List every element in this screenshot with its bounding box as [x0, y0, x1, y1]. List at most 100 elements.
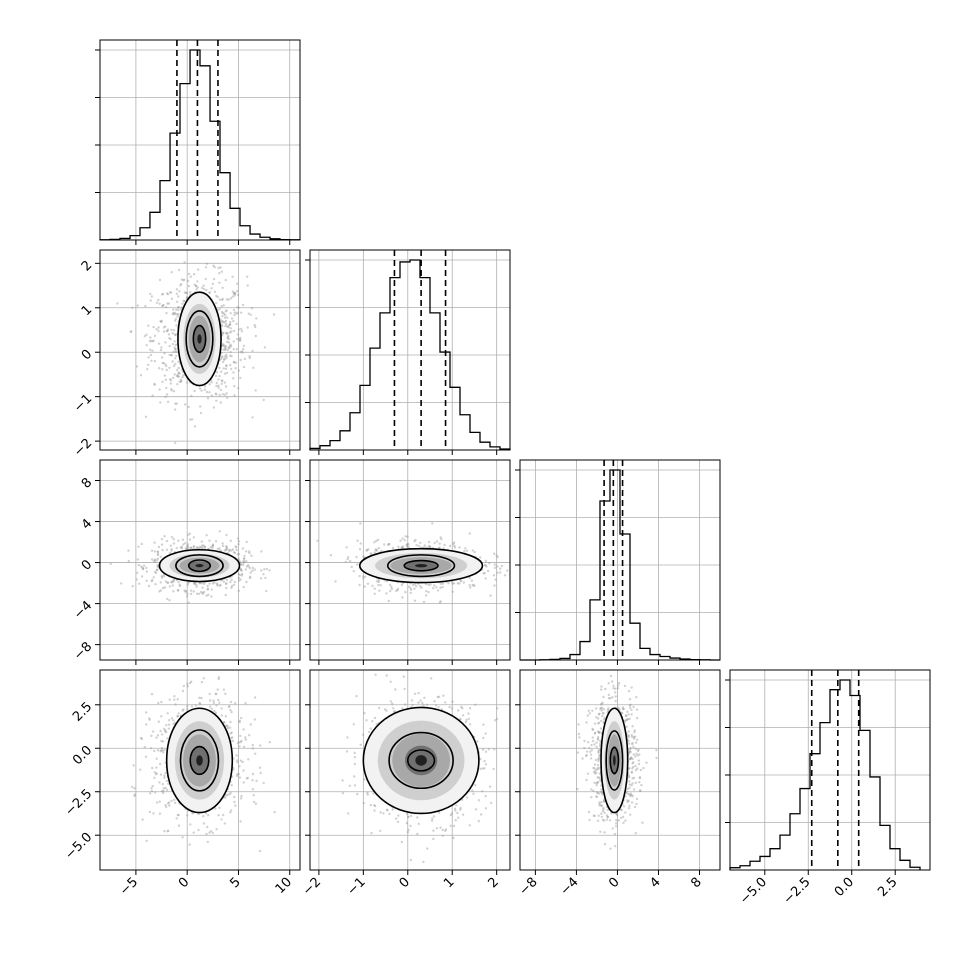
sample-point: [239, 797, 243, 800]
sample-point: [439, 582, 442, 585]
sample-point: [173, 346, 176, 349]
sample-point: [361, 733, 365, 736]
sample-point: [239, 567, 242, 570]
sample-point: [160, 346, 163, 349]
sample-point: [200, 590, 203, 594]
sample-point: [161, 304, 164, 308]
sample-point: [468, 723, 472, 726]
sample-point: [458, 546, 461, 549]
sample-point: [386, 808, 389, 812]
sample-point: [185, 381, 189, 384]
sample-point: [211, 544, 214, 548]
sample-point: [223, 355, 226, 358]
sample-point: [229, 791, 232, 794]
sample-point: [146, 368, 149, 371]
sample-point: [251, 772, 255, 776]
sample-point: [593, 767, 596, 770]
sample-point: [183, 291, 187, 294]
sample-point: [221, 332, 224, 335]
histogram-panel-4: [729, 669, 931, 871]
sample-point: [155, 328, 158, 331]
sample-point: [242, 347, 245, 351]
sample-point: [229, 700, 233, 704]
sample-point: [363, 778, 366, 781]
sample-point: [438, 546, 441, 549]
sample-point: [175, 300, 179, 303]
sample-point: [208, 291, 211, 294]
sample-point: [174, 703, 177, 706]
sample-point: [468, 707, 472, 710]
sample-point: [461, 707, 464, 710]
sample-point: [477, 799, 481, 802]
sample-point: [588, 712, 592, 715]
sample-point: [379, 829, 382, 832]
sample-point: [153, 360, 157, 363]
sample-point: [220, 298, 224, 302]
sample-point: [227, 346, 231, 349]
sample-point: [490, 801, 493, 805]
sample-point: [145, 711, 148, 714]
sample-point: [385, 674, 388, 677]
sample-point: [170, 271, 173, 274]
sample-point: [617, 706, 620, 709]
sample-point: [221, 379, 224, 383]
sample-point: [217, 698, 220, 702]
sample-point: [442, 694, 445, 697]
sample-point: [224, 319, 228, 323]
sample-point: [220, 305, 223, 308]
sample-point: [176, 589, 180, 592]
sample-point: [220, 382, 223, 385]
sample-point: [189, 592, 193, 596]
sample-point: [186, 814, 189, 817]
sample-point: [233, 294, 236, 297]
sample-point: [161, 586, 165, 590]
sample-point: [172, 390, 176, 393]
sample-point: [268, 569, 271, 572]
sample-point: [237, 543, 240, 546]
sample-point: [184, 590, 188, 593]
sample-point: [388, 583, 392, 587]
sample-point: [162, 330, 166, 333]
sample-point: [168, 366, 171, 369]
sample-point: [615, 822, 618, 825]
sample-point: [223, 549, 226, 552]
sample-point: [229, 320, 232, 324]
sample-point: [197, 546, 200, 550]
sample-point: [465, 549, 469, 552]
sample-point: [174, 441, 177, 445]
sample-point: [346, 736, 349, 739]
sample-point: [225, 533, 228, 537]
sample-point: [431, 817, 434, 820]
sample-point: [226, 793, 229, 796]
sample-point: [199, 405, 202, 408]
sample-point: [422, 600, 426, 604]
sample-point: [436, 695, 439, 699]
sample-point: [211, 543, 215, 546]
sample-point: [369, 727, 372, 730]
sample-point: [181, 538, 185, 541]
sample-point: [148, 810, 152, 814]
sample-point: [130, 785, 134, 789]
sample-point: [138, 582, 141, 585]
sample-point: [208, 391, 211, 394]
sample-point: [152, 339, 155, 342]
density-shade: [414, 563, 428, 568]
sample-point: [612, 684, 615, 687]
sample-point: [217, 384, 220, 387]
sample-point: [438, 601, 442, 604]
sample-point: [374, 548, 378, 551]
sample-point: [152, 325, 155, 329]
sample-point: [481, 790, 484, 793]
sample-point: [127, 549, 130, 552]
sample-point: [220, 707, 223, 710]
sample-point: [506, 569, 509, 572]
sample-point: [627, 713, 630, 716]
sample-point: [149, 747, 153, 750]
sample-point: [135, 578, 138, 581]
histogram-panel-3: [519, 459, 721, 661]
sample-point: [150, 339, 153, 342]
sample-point: [600, 812, 603, 815]
sample-point: [413, 599, 417, 602]
sample-point: [242, 769, 245, 772]
sample-point: [226, 727, 230, 730]
